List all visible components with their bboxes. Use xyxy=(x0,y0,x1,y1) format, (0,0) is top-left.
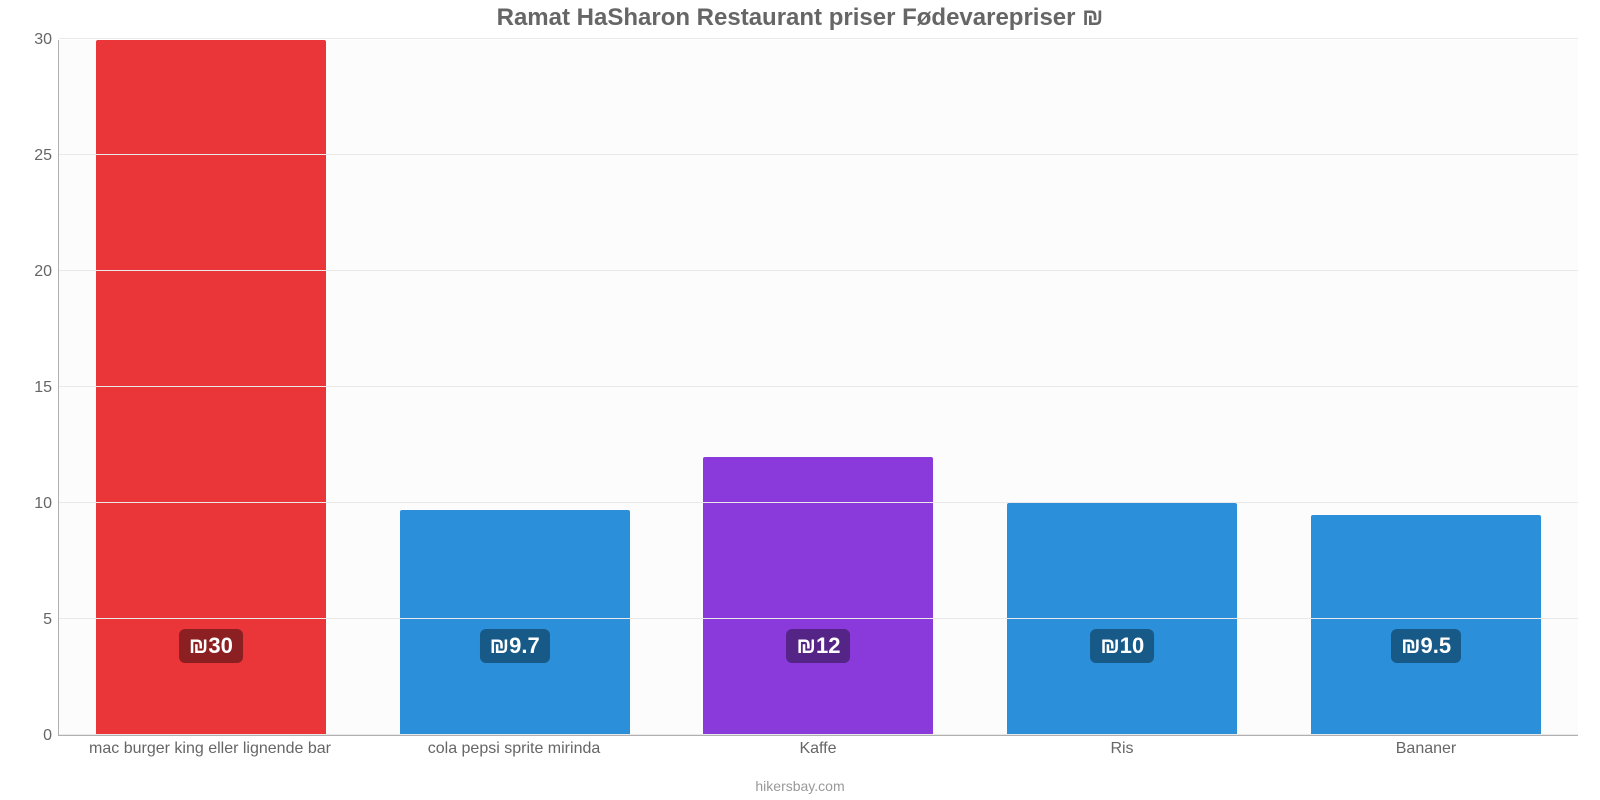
bar: ₪10 xyxy=(1007,503,1237,735)
gridline xyxy=(59,270,1578,271)
y-tick-label: 10 xyxy=(12,495,52,513)
value-badge: ₪9.7 xyxy=(480,629,550,663)
bar-slot: ₪12 xyxy=(667,40,971,735)
y-tick-label: 5 xyxy=(12,611,52,629)
bar: ₪9.7 xyxy=(400,510,630,735)
chart-footer: hikersbay.com xyxy=(0,778,1600,794)
bars-container: ₪30 ₪9.7 ₪12 ₪10 ₪9.5 xyxy=(59,40,1578,735)
x-tick-label: Ris xyxy=(970,740,1274,758)
plot-area: ₪30 ₪9.7 ₪12 ₪10 ₪9.5 xyxy=(58,40,1578,736)
value-badge: ₪10 xyxy=(1090,629,1154,663)
bar: ₪12 xyxy=(703,457,933,735)
x-tick-label: Kaffe xyxy=(666,740,970,758)
x-tick-label: cola pepsi sprite mirinda xyxy=(362,740,666,758)
y-tick-label: 25 xyxy=(12,147,52,165)
value-badge: ₪12 xyxy=(787,629,851,663)
gridline xyxy=(59,154,1578,155)
bar: ₪9.5 xyxy=(1311,515,1541,735)
bar-slot: ₪9.7 xyxy=(363,40,667,735)
x-axis-labels: mac burger king eller lignende barcola p… xyxy=(58,740,1578,758)
x-tick-label: Bananer xyxy=(1274,740,1578,758)
gridline xyxy=(59,734,1578,735)
bar-slot: ₪30 xyxy=(59,40,363,735)
gridline xyxy=(59,502,1578,503)
gridline xyxy=(59,386,1578,387)
x-tick-label: mac burger king eller lignende bar xyxy=(58,740,362,758)
y-tick-label: 30 xyxy=(12,31,52,49)
bar: ₪30 xyxy=(96,40,326,735)
value-badge: ₪30 xyxy=(179,629,243,663)
bar-slot: ₪9.5 xyxy=(1274,40,1578,735)
y-tick-label: 15 xyxy=(12,379,52,397)
y-tick-label: 0 xyxy=(12,727,52,745)
price-bar-chart: Ramat HaSharon Restaurant priser Fødevar… xyxy=(0,0,1600,800)
y-tick-label: 20 xyxy=(12,263,52,281)
gridline xyxy=(59,618,1578,619)
bar-slot: ₪10 xyxy=(970,40,1274,735)
gridline xyxy=(59,38,1578,39)
chart-title: Ramat HaSharon Restaurant priser Fødevar… xyxy=(0,4,1600,32)
value-badge: ₪9.5 xyxy=(1391,629,1461,663)
